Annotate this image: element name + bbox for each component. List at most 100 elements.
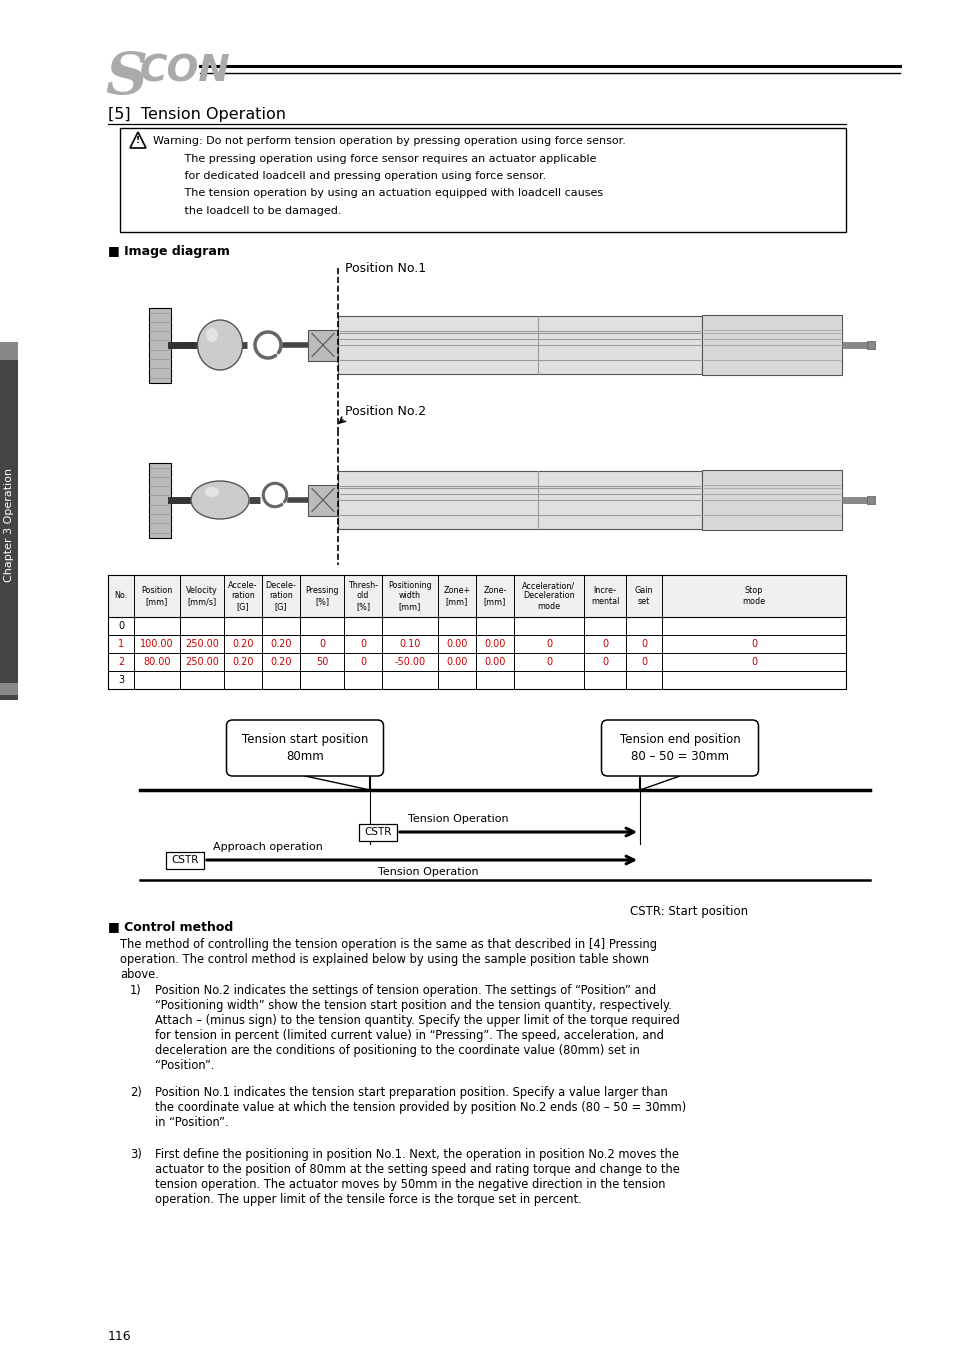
Bar: [308, 485, 337, 516]
Text: Zone-
[mm]: Zone- [mm]: [483, 586, 506, 606]
FancyBboxPatch shape: [601, 720, 758, 776]
Text: No.: No.: [114, 591, 128, 601]
Text: 3): 3): [130, 1148, 142, 1161]
Text: First define the positioning in position No.1. Next, the operation in position N: First define the positioning in position…: [154, 1148, 679, 1161]
Bar: [120, 128, 845, 232]
Text: 80.00: 80.00: [143, 657, 171, 667]
Bar: [0, 350, 18, 701]
Text: “Positioning width” show the tension start position and the tension quantity, re: “Positioning width” show the tension sta…: [154, 999, 671, 1012]
Text: ■ Image diagram: ■ Image diagram: [108, 244, 230, 258]
Text: Attach – (minus sign) to the tension quantity. Specify the upper limit of the to: Attach – (minus sign) to the tension qua…: [154, 1014, 679, 1027]
Text: 116: 116: [108, 1330, 132, 1343]
Text: 2: 2: [118, 657, 124, 667]
Bar: [149, 463, 171, 537]
Text: Decele-
ration
[G]: Decele- ration [G]: [265, 580, 296, 612]
Text: CON: CON: [140, 54, 231, 90]
Text: 0.00: 0.00: [484, 657, 505, 667]
Text: Stop
mode: Stop mode: [741, 586, 764, 606]
Bar: [308, 329, 337, 360]
Bar: [866, 342, 874, 350]
Text: 0: 0: [601, 639, 607, 649]
Bar: [701, 315, 841, 375]
Text: Acceleration/
Deceleration
mode: Acceleration/ Deceleration mode: [522, 580, 575, 612]
Text: 250.00: 250.00: [185, 639, 218, 649]
Text: Position No.1: Position No.1: [345, 262, 426, 275]
Text: 0: 0: [118, 621, 124, 630]
Text: 0.00: 0.00: [484, 639, 505, 649]
Text: The pressing operation using force sensor requires an actuator applicable: The pressing operation using force senso…: [152, 154, 596, 163]
Text: 100.00: 100.00: [140, 639, 173, 649]
Ellipse shape: [191, 481, 249, 518]
Text: tension operation. The actuator moves by 50mm in the negative direction in the t: tension operation. The actuator moves by…: [154, 1179, 665, 1191]
Text: 0: 0: [640, 639, 646, 649]
Text: 0: 0: [601, 657, 607, 667]
Text: !: !: [135, 136, 140, 144]
Bar: [337, 471, 701, 529]
Text: 0: 0: [318, 639, 325, 649]
Text: Pressing
[%]: Pressing [%]: [305, 586, 338, 606]
Bar: [149, 308, 171, 382]
Text: 0.20: 0.20: [270, 657, 292, 667]
Text: operation. The control method is explained below by using the sample position ta: operation. The control method is explain…: [120, 953, 648, 967]
Text: Tension Operation: Tension Operation: [408, 814, 508, 824]
Text: 0: 0: [640, 657, 646, 667]
Text: actuator to the position of 80mm at the setting speed and rating torque and chan: actuator to the position of 80mm at the …: [154, 1162, 679, 1176]
Text: The method of controlling the tension operation is the same as that described in: The method of controlling the tension op…: [120, 938, 657, 950]
Text: ■ Control method: ■ Control method: [108, 919, 233, 933]
Ellipse shape: [206, 328, 218, 342]
Text: Tension Operation: Tension Operation: [377, 867, 478, 878]
Text: Approach operation: Approach operation: [213, 842, 322, 852]
Text: S: S: [105, 50, 147, 107]
Text: The tension operation by using an actuation equipped with loadcell causes: The tension operation by using an actuat…: [152, 189, 602, 198]
Text: Position
[mm]: Position [mm]: [141, 586, 172, 606]
Text: Positioning
width
[mm]: Positioning width [mm]: [388, 580, 432, 612]
Text: 0: 0: [359, 657, 366, 667]
Bar: [358, 824, 396, 841]
Text: 0.10: 0.10: [399, 639, 420, 649]
Text: 1): 1): [130, 984, 142, 998]
Text: the loadcell to be damaged.: the loadcell to be damaged.: [152, 207, 341, 216]
Text: 0: 0: [545, 639, 552, 649]
Text: for tension in percent (limited current value) in “Pressing”. The speed, acceler: for tension in percent (limited current …: [154, 1029, 663, 1042]
Text: Position No.2: Position No.2: [345, 405, 426, 418]
Text: 0: 0: [750, 657, 757, 667]
Text: CSTR: CSTR: [172, 855, 198, 865]
Bar: [166, 852, 204, 868]
Text: for dedicated loadcell and pressing operation using force sensor.: for dedicated loadcell and pressing oper…: [152, 171, 546, 181]
Bar: [0, 683, 18, 695]
Text: above.: above.: [120, 968, 159, 981]
Text: Velocity
[mm/s]: Velocity [mm/s]: [186, 586, 217, 606]
Text: “Position”.: “Position”.: [154, 1058, 214, 1072]
Text: 1: 1: [118, 639, 124, 649]
Bar: [0, 342, 18, 360]
Text: Tension end position
80 – 50 = 30mm: Tension end position 80 – 50 = 30mm: [619, 733, 740, 763]
Bar: [866, 495, 874, 504]
Text: Position No.2 indicates the settings of tension operation. The settings of “Posi: Position No.2 indicates the settings of …: [154, 984, 656, 998]
Text: the coordinate value at which the tension provided by position No.2 ends (80 – 5: the coordinate value at which the tensio…: [154, 1102, 685, 1114]
Bar: [108, 575, 845, 617]
Text: Warning: Do not perform tension operation by pressing operation using force sens: Warning: Do not perform tension operatio…: [152, 136, 625, 146]
Text: 0.20: 0.20: [232, 639, 253, 649]
Text: 0.00: 0.00: [446, 657, 467, 667]
Text: 0: 0: [359, 639, 366, 649]
Text: Thresh-
old
[%]: Thresh- old [%]: [348, 580, 377, 612]
Text: operation. The upper limit of the tensile force is the torque set in percent.: operation. The upper limit of the tensil…: [154, 1193, 581, 1206]
Text: 0: 0: [545, 657, 552, 667]
Text: 3: 3: [118, 675, 124, 684]
Text: [5]  Tension Operation: [5] Tension Operation: [108, 107, 286, 122]
Text: 50: 50: [315, 657, 328, 667]
Text: Accele-
ration
[G]: Accele- ration [G]: [228, 580, 257, 612]
Text: 0.00: 0.00: [446, 639, 467, 649]
Text: Chapter 3 Operation: Chapter 3 Operation: [4, 468, 14, 582]
Bar: [337, 316, 701, 374]
Text: 250.00: 250.00: [185, 657, 218, 667]
Text: deceleration are the conditions of positioning to the coordinate value (80mm) se: deceleration are the conditions of posit…: [154, 1044, 639, 1057]
Text: Tension start position
80mm: Tension start position 80mm: [241, 733, 368, 763]
Text: 0.20: 0.20: [232, 657, 253, 667]
Text: Position No.1 indicates the tension start preparation position. Specify a value : Position No.1 indicates the tension star…: [154, 1085, 667, 1099]
Ellipse shape: [205, 487, 219, 497]
Text: in “Position”.: in “Position”.: [154, 1116, 229, 1129]
Text: Incre-
mental: Incre- mental: [590, 586, 618, 606]
Text: CSTR: CSTR: [364, 828, 392, 837]
Text: 0.20: 0.20: [270, 639, 292, 649]
